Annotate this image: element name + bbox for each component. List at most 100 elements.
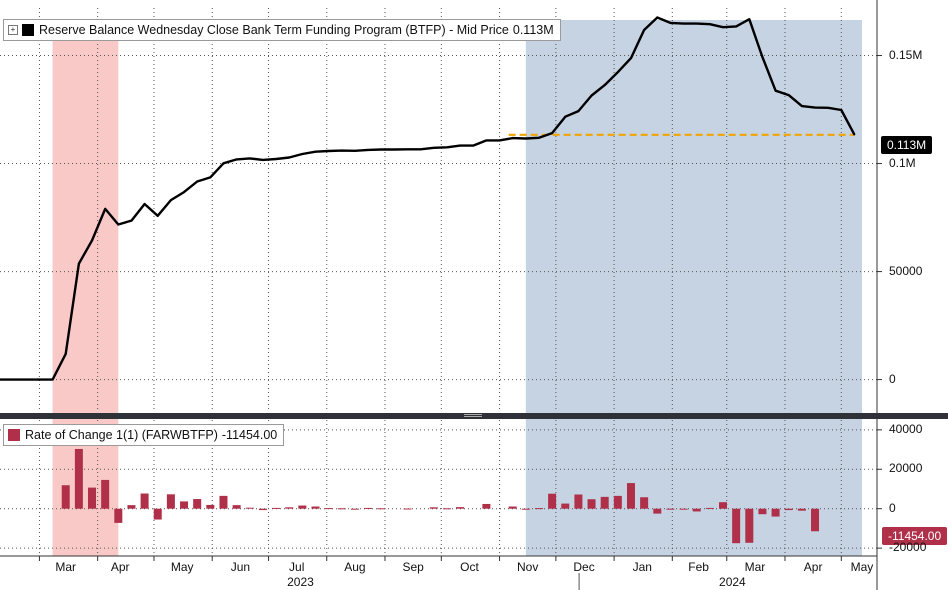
bar bbox=[666, 508, 675, 510]
divider-handle bbox=[464, 416, 482, 417]
bar bbox=[626, 483, 635, 509]
line-point bbox=[51, 378, 54, 381]
line-point bbox=[669, 22, 672, 24]
bar bbox=[350, 508, 359, 510]
bar bbox=[719, 502, 728, 509]
line-point bbox=[577, 110, 580, 112]
line-point bbox=[144, 203, 146, 205]
x-month-label: Sep bbox=[402, 560, 424, 574]
series-swatch-red bbox=[8, 429, 20, 441]
bar bbox=[508, 506, 517, 509]
x-month-label: Apr bbox=[803, 560, 823, 574]
line-point bbox=[630, 57, 632, 59]
bar bbox=[732, 508, 741, 544]
line-point bbox=[709, 23, 711, 25]
line-point bbox=[196, 180, 198, 183]
top-legend-value: 0.113M bbox=[512, 23, 554, 37]
x-month-label: Jan bbox=[632, 560, 652, 574]
line-point bbox=[367, 149, 369, 151]
expand-icon[interactable]: + bbox=[8, 25, 18, 35]
line-point bbox=[446, 146, 448, 148]
line-point bbox=[696, 22, 698, 25]
x-year-label: 2023 bbox=[287, 575, 314, 589]
line-point bbox=[341, 149, 343, 152]
line-point bbox=[827, 107, 829, 109]
bar bbox=[600, 496, 609, 509]
bar bbox=[613, 495, 622, 509]
bar bbox=[429, 507, 438, 509]
bar bbox=[587, 499, 596, 509]
bar bbox=[298, 505, 307, 509]
bar bbox=[692, 508, 701, 512]
line-point bbox=[222, 162, 225, 164]
line-point bbox=[236, 158, 238, 161]
x-month-label: Mar bbox=[744, 560, 766, 574]
divider-handle bbox=[464, 414, 482, 415]
bar bbox=[337, 508, 346, 510]
line-point bbox=[0, 378, 1, 381]
line-point bbox=[301, 153, 303, 155]
bar bbox=[784, 508, 793, 511]
y-tick-label-top: 0 bbox=[889, 371, 896, 386]
line-point bbox=[617, 71, 619, 73]
line-point bbox=[406, 148, 409, 150]
shaded-region-0 bbox=[52, 20, 119, 556]
x-month-label: Dec bbox=[573, 560, 595, 574]
line-point bbox=[314, 151, 317, 153]
bar bbox=[180, 501, 189, 509]
bar bbox=[166, 494, 175, 509]
line-point bbox=[65, 353, 67, 355]
line-point bbox=[538, 137, 540, 139]
line-point bbox=[682, 22, 685, 25]
line-point bbox=[774, 90, 777, 92]
bar bbox=[745, 508, 754, 543]
line-point bbox=[170, 199, 172, 201]
line-point bbox=[551, 132, 553, 134]
bar bbox=[127, 505, 136, 509]
line-point bbox=[91, 239, 93, 242]
line-point bbox=[12, 378, 14, 381]
last-value-tag-top: 0.113M bbox=[881, 136, 933, 154]
bar bbox=[653, 508, 662, 514]
x-month-label: Feb bbox=[688, 560, 709, 574]
line-point bbox=[459, 145, 461, 147]
bottom-panel-legend[interactable]: Rate of Change 1(1) (FARWBTFP) -11454.00 bbox=[3, 424, 285, 446]
bar bbox=[206, 504, 215, 509]
bar bbox=[679, 508, 688, 510]
bar bbox=[561, 503, 570, 509]
line-point bbox=[157, 215, 159, 217]
line-point bbox=[590, 94, 593, 97]
shaded-regions bbox=[52, 20, 862, 556]
last-value-tag-bottom: -11454.00 bbox=[882, 527, 948, 545]
bar bbox=[245, 507, 254, 509]
line-point bbox=[420, 148, 422, 150]
line-point bbox=[433, 147, 435, 149]
x-month-label: Aug bbox=[344, 560, 366, 574]
line-point bbox=[393, 148, 395, 151]
bottom-legend-value: -11454.00 bbox=[221, 428, 278, 442]
y-tick-label-top: 0.15M bbox=[889, 47, 923, 62]
bar bbox=[705, 507, 714, 509]
bar bbox=[272, 507, 281, 509]
bar bbox=[258, 508, 267, 511]
bar bbox=[61, 485, 70, 509]
y-tick-label-bottom: 20000 bbox=[889, 461, 923, 476]
bar bbox=[219, 495, 228, 509]
line-point bbox=[380, 148, 382, 151]
gridlines bbox=[0, 8, 877, 556]
top-panel-legend[interactable]: + Reserve Balance Wednesday Close Bank T… bbox=[3, 19, 561, 41]
bar bbox=[153, 508, 162, 520]
line-point bbox=[656, 16, 658, 19]
x-month-label: Nov bbox=[517, 560, 539, 574]
bar bbox=[285, 507, 294, 509]
series-swatch-black bbox=[22, 24, 34, 36]
y-tick-label-bottom: 0 bbox=[889, 500, 896, 515]
bar bbox=[232, 505, 241, 509]
line-point bbox=[275, 158, 277, 160]
bar bbox=[88, 487, 97, 509]
bar bbox=[193, 499, 202, 509]
bar bbox=[74, 448, 83, 509]
line-point bbox=[472, 145, 474, 147]
line-point bbox=[788, 94, 790, 96]
